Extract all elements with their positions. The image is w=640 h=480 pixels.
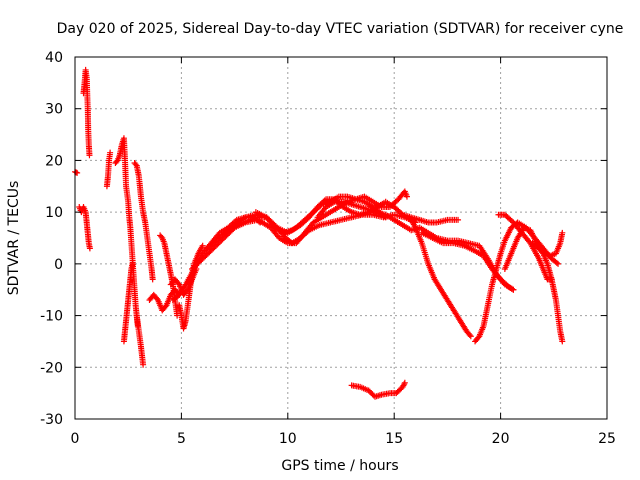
data-point [272, 223, 279, 230]
plot-frame [74, 56, 608, 420]
x-tick-label-1: 5 [177, 431, 186, 447]
x-tick-label-5: 25 [598, 431, 616, 447]
series-s21 [418, 229, 517, 293]
data-point [86, 245, 93, 252]
y-axis-label: SDTVAR / TECUs [6, 181, 22, 296]
data-point [559, 229, 566, 236]
data-point [129, 260, 136, 267]
data-point [466, 331, 473, 338]
data-point [555, 260, 562, 267]
data-point [467, 333, 474, 340]
series-s24 [529, 240, 566, 345]
y-tick-label-4: 10 [45, 205, 63, 221]
x-tick-label-0: 0 [71, 431, 80, 447]
series-s04 [103, 149, 114, 190]
data-point [162, 303, 169, 310]
data-point [107, 149, 114, 156]
data-point [401, 379, 408, 386]
data-point [113, 158, 120, 165]
axis-ticks: 0 5 10 15 20 25 -30 -20 -10 0 10 20 30 40 [40, 50, 616, 447]
x-tick-label-3: 15 [385, 431, 403, 447]
data-point [510, 286, 517, 293]
series-s07 [131, 160, 156, 283]
chart-title: Day 020 of 2025, Sidereal Day-to-day VTE… [57, 21, 624, 37]
data-point [401, 381, 408, 388]
y-tick-label-0: -30 [40, 412, 63, 428]
series-s08 [133, 312, 147, 368]
y-tick-label-5: 20 [45, 153, 63, 169]
y-tick-label-2: -10 [40, 309, 63, 325]
data-point [175, 280, 182, 287]
y-tick-label-1: -20 [40, 360, 63, 376]
data-point [132, 161, 139, 168]
series-s17 [252, 188, 410, 236]
y-tick-label-7: 40 [45, 50, 63, 66]
data-point [539, 249, 546, 256]
series-s23 [501, 224, 566, 273]
data-point [199, 242, 206, 249]
y-tick-label-3: 0 [54, 257, 63, 273]
x-tick-label-4: 20 [492, 431, 510, 447]
data-points [72, 66, 566, 400]
data-point [153, 295, 160, 302]
data-point [475, 334, 482, 341]
series-s06 [120, 260, 136, 345]
data-point [455, 216, 462, 223]
series-s19 [408, 216, 474, 340]
data-point [559, 338, 566, 345]
data-point [403, 193, 410, 200]
series-s25 [348, 379, 408, 400]
grid-lines [75, 57, 607, 419]
x-tick-label-2: 10 [279, 431, 297, 447]
series-s03 [80, 66, 93, 159]
data-point [553, 259, 560, 266]
data-point [140, 361, 147, 368]
series-s02 [76, 203, 93, 252]
data-point [158, 233, 165, 240]
y-tick-label-6: 30 [45, 102, 63, 118]
data-point [149, 276, 156, 283]
data-point [86, 152, 93, 159]
x-axis-label: GPS time / hours [281, 458, 398, 474]
